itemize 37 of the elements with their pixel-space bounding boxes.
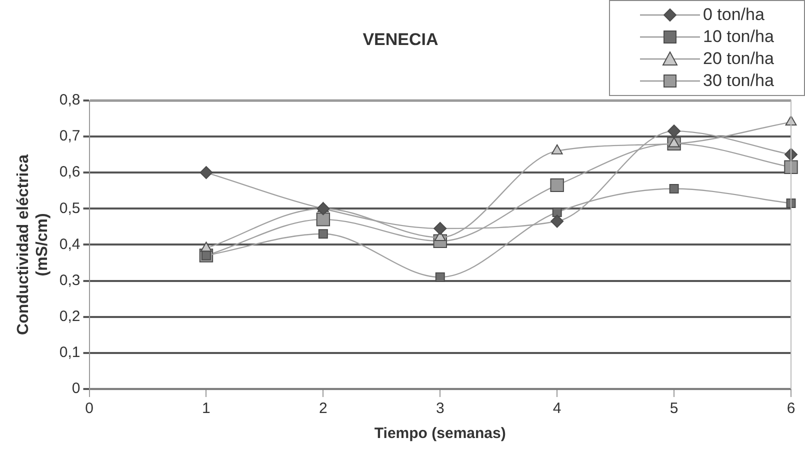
x-tick-label: 0 [85, 400, 94, 418]
legend-label: 30 ton/ha [703, 70, 774, 92]
x-tick-label: 4 [552, 400, 562, 418]
point [318, 229, 328, 239]
point [435, 272, 445, 282]
y-tick-label: 0,2 [59, 308, 80, 325]
legend-label: 20 ton/ha [703, 48, 774, 70]
point [784, 160, 798, 174]
point [552, 207, 562, 217]
legend-label: 0 ton/ha [703, 4, 764, 26]
y-tick-label: 0,6 [59, 164, 80, 181]
x-tick-label: 6 [786, 400, 796, 418]
point [669, 184, 679, 194]
point [668, 137, 680, 148]
y-tick-label: 0,1 [59, 344, 80, 362]
point [550, 178, 564, 192]
point [551, 144, 563, 154]
x-axis-title: Tiempo (semanas) [374, 425, 506, 442]
chart-title: VENECIA [362, 30, 438, 49]
y-tick-label: 0,8 [59, 92, 80, 109]
x-tick-label: 3 [436, 400, 444, 418]
point [668, 124, 681, 138]
point [434, 222, 447, 235]
y-axis-title: Conductividad eléctrica (mS/cm) [15, 154, 52, 335]
y-tick-label: 0,3 [59, 272, 80, 289]
legend-label: 10 ton/ha [703, 26, 774, 48]
point [200, 242, 212, 252]
y-tick-label: 0 [72, 380, 80, 398]
x-tick-label: 5 [670, 400, 678, 418]
x-tick-label: 1 [202, 400, 210, 418]
point [316, 212, 330, 226]
point [200, 166, 213, 180]
point [550, 214, 564, 228]
y-tick-label: 0,7 [59, 128, 80, 145]
y-tick-label: 0,4 [59, 236, 80, 253]
x-tick-label: 2 [318, 400, 328, 418]
y-tick-label: 0,5 [59, 200, 80, 217]
